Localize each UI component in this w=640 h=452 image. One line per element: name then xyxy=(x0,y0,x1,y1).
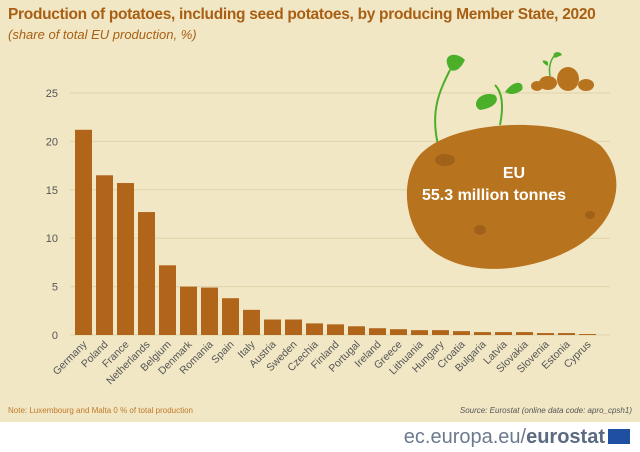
bar-denmark xyxy=(180,286,197,335)
bar-finland xyxy=(327,324,344,335)
y-tick-label: 5 xyxy=(52,282,58,294)
bar-sweden xyxy=(285,319,302,335)
bar-austria xyxy=(264,319,281,335)
y-tick-label: 10 xyxy=(46,233,58,245)
bar-lithuania xyxy=(411,330,428,335)
y-tick-label: 15 xyxy=(46,185,58,197)
chart-source: Source: Eurostat (online data code: apro… xyxy=(459,406,632,415)
bar-poland xyxy=(96,175,113,335)
x-tick-label: Spain xyxy=(209,339,237,367)
chart-subtitle: (share of total EU production, %) xyxy=(8,27,197,42)
chart-note: Note: Luxembourg and Malta 0 % of total … xyxy=(8,406,193,415)
footer-domain: ec.europa.eu/ xyxy=(403,426,527,448)
bar-hungary xyxy=(432,330,449,335)
bar-france xyxy=(117,183,134,335)
bar-belgium xyxy=(159,265,176,335)
potato-illustration xyxy=(406,52,617,269)
bar-cyprus xyxy=(579,334,596,335)
bar-estonia xyxy=(558,333,575,335)
bar-italy xyxy=(243,309,260,335)
bar-czechia xyxy=(306,323,323,335)
bar-netherlands xyxy=(138,212,155,335)
bar-romania xyxy=(201,287,218,335)
bar-chart: 0510152025GermanyPolandFranceNetherlands… xyxy=(46,52,617,387)
y-tick-label: 25 xyxy=(46,88,58,100)
bar-croatia xyxy=(453,331,470,335)
bar-latvia xyxy=(495,332,512,335)
bar-greece xyxy=(390,329,407,335)
bar-ireland xyxy=(369,328,386,335)
eu-flag-icon xyxy=(608,429,630,444)
y-tick-label: 20 xyxy=(46,136,58,148)
bar-germany xyxy=(75,129,92,335)
chart-title: Production of potatoes, including seed p… xyxy=(8,6,596,23)
footer-brand[interactable]: ec.europa.eu/eurostat xyxy=(404,426,630,449)
chart-panel: Production of potatoes, including seed p… xyxy=(0,0,640,422)
bar-slovenia xyxy=(537,333,554,335)
bar-portugal xyxy=(348,326,365,335)
bar-bulgaria xyxy=(474,332,491,335)
y-tick-label: 0 xyxy=(52,330,58,342)
bar-spain xyxy=(222,298,239,335)
bar-slovakia xyxy=(516,332,533,335)
callout-label: EU xyxy=(503,165,525,182)
footer-brand-name: eurostat xyxy=(526,426,605,448)
callout-value: 55.3 million tonnes xyxy=(422,187,566,204)
